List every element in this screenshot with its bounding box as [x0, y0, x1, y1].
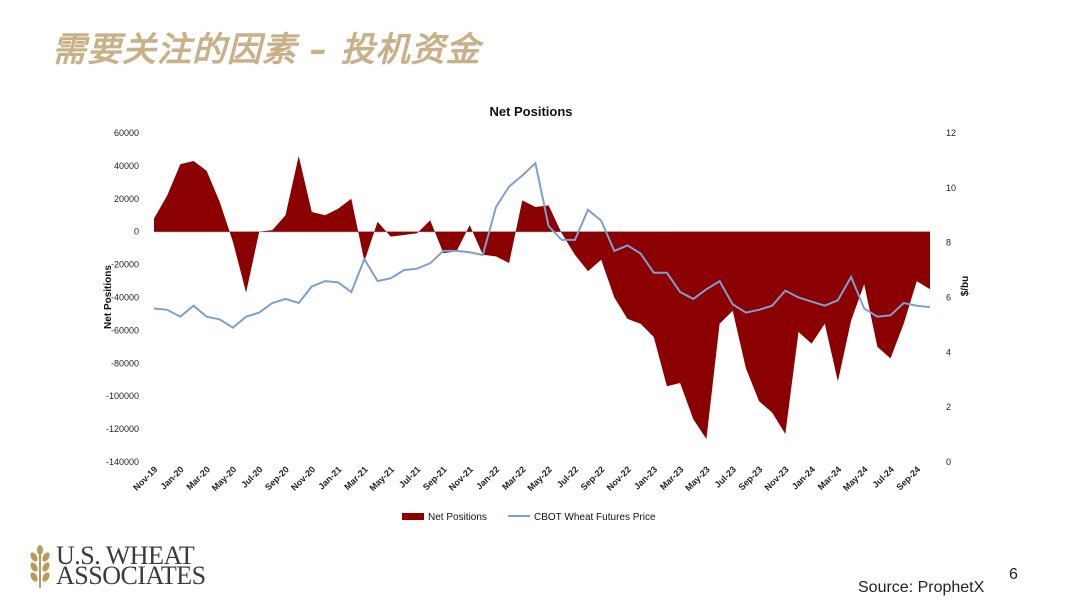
x-tick-label: Sep-22	[579, 464, 607, 492]
y-tick-label: -120000	[106, 424, 139, 434]
price-line	[153, 161, 931, 329]
x-tick-label: May-24	[841, 464, 870, 493]
x-tick-label: Sep-20	[263, 464, 291, 492]
x-tick-label: Sep-21	[421, 464, 449, 492]
x-tick-label: Nov-21	[447, 464, 475, 492]
x-tick-label: Jan-20	[158, 464, 185, 491]
y2-tick-label: 2	[946, 402, 951, 412]
y-tick-label: -80000	[111, 358, 139, 368]
x-tick-label: Jul-20	[239, 464, 264, 489]
x-tick-label: Jan-23	[632, 464, 659, 491]
source-note: Source: ProphetX	[858, 579, 985, 596]
y-tick-label: 0	[134, 227, 139, 237]
x-tick-label: May-23	[683, 464, 712, 493]
chart-title: Net Positions	[489, 104, 572, 119]
y-axis-label: Net Positions	[103, 265, 114, 329]
y2-tick-label: 6	[946, 293, 951, 303]
x-tick-label: Jul-24	[870, 464, 895, 489]
x-tick-label: Mar-24	[816, 464, 844, 492]
usw-logo: U.S. WHEAT ASSOCIATES	[26, 542, 226, 590]
x-tick-label: May-21	[368, 464, 397, 493]
x-tick-label: May-20	[210, 464, 239, 493]
x-tick-label: Mar-21	[342, 464, 370, 492]
x-tick-label: Nov-23	[762, 464, 790, 492]
x-tick-label: Mar-22	[500, 464, 528, 492]
y-tick-label: 40000	[114, 161, 139, 171]
y2-tick-label: 12	[946, 128, 956, 138]
chart-legend: Net Positions CBOT Wheat Futures Price	[402, 512, 656, 523]
legend-label-net-positions: Net Positions	[428, 512, 487, 523]
x-tick-label: Nov-19	[131, 464, 159, 492]
x-tick-label: Mar-23	[658, 464, 686, 492]
x-tick-label: Jan-24	[790, 464, 817, 491]
y-tick-label: 20000	[114, 194, 139, 204]
slide-title: 需要关注的因素 – 投机资金	[52, 30, 481, 70]
x-tick-label: Jul-21	[397, 464, 422, 489]
x-tick-label: Jan-22	[474, 464, 501, 491]
y2-tick-label: 4	[946, 347, 951, 357]
legend-label-price: CBOT Wheat Futures Price	[534, 512, 656, 523]
x-tick-label: Jan-21	[316, 464, 343, 491]
logo-text-line1: U.S. WHEAT	[56, 541, 195, 570]
logo-text-line2: ASSOCIATES	[56, 561, 206, 590]
x-tick-label: Mar-20	[184, 464, 212, 492]
x-tick-label: Nov-22	[605, 464, 633, 492]
y-tick-label: -20000	[111, 260, 139, 270]
x-tick-label: Jul-23	[713, 464, 738, 489]
y2-tick-label: 8	[946, 238, 951, 248]
x-tick-label: Sep-23	[736, 464, 764, 492]
legend-swatch-net-positions	[402, 513, 424, 520]
page-number: 6	[1009, 566, 1018, 583]
y-tick-label: -100000	[106, 391, 139, 401]
net-positions-area	[154, 156, 930, 439]
wheat-icon	[30, 545, 50, 588]
x-tick-label: May-22	[525, 464, 554, 493]
y-tick-label: -40000	[111, 293, 139, 303]
y-tick-label: 60000	[114, 128, 139, 138]
y-tick-label: -60000	[111, 325, 139, 335]
y2-tick-label: 10	[946, 183, 956, 193]
x-tick-label: Sep-24	[894, 464, 922, 492]
y2-axis-label: $/bu	[960, 276, 971, 297]
x-tick-label: Nov-20	[289, 464, 317, 492]
x-tick-label: Jul-22	[555, 464, 580, 489]
y2-tick-label: 0	[946, 457, 951, 467]
y-tick-label: -140000	[106, 457, 139, 467]
